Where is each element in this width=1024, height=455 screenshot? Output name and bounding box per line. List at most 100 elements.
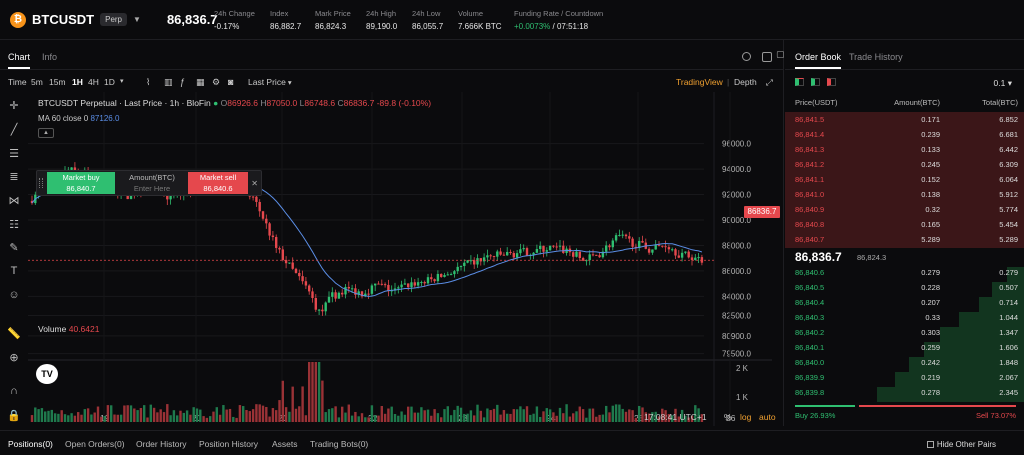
channel-icon[interactable]: ≣	[9, 170, 19, 183]
window-icon[interactable]	[762, 52, 772, 62]
ask-row[interactable]: 86,841.1 0.152 6.064	[785, 174, 1024, 186]
checkbox-icon[interactable]	[926, 441, 934, 448]
tab-assets[interactable]: Assets	[272, 439, 298, 449]
percent-scale-toggle[interactable]: %	[724, 412, 732, 422]
horizontal-lines-icon[interactable]: ☰	[9, 147, 19, 160]
depth-toggle[interactable]: Depth	[734, 77, 757, 87]
candle-type-icon[interactable]: ▥	[164, 77, 173, 87]
interval-15m[interactable]: 15m	[49, 77, 66, 87]
time-label[interactable]: Time	[8, 77, 27, 87]
interval-4h[interactable]: 4H	[88, 77, 99, 87]
tab-order-book[interactable]: Order Book	[795, 52, 842, 69]
precision-select[interactable]: 0.1 ▾	[993, 78, 1012, 88]
zoom-in-icon[interactable]: ⊕	[9, 351, 19, 364]
tab-chart[interactable]: Chart	[8, 52, 31, 69]
bid-row[interactable]: 86,840.4 0.207 0.714	[785, 297, 1024, 312]
volume-bar	[185, 410, 189, 422]
hide-other-pairs-checkbox[interactable]: Hide Other Pairs	[926, 440, 996, 449]
log-scale-toggle[interactable]: log	[740, 412, 752, 422]
ask-row[interactable]: 86,841.4 0.239 6.681	[785, 129, 1024, 141]
interval-5m[interactable]: 5m	[31, 77, 43, 87]
ask-row[interactable]: 86,841.2 0.245 6.309	[785, 159, 1024, 171]
legend-collapse-button[interactable]: ▲	[38, 128, 54, 138]
tab-trading-bots[interactable]: Trading Bots(0)	[310, 439, 369, 449]
bid-row[interactable]: 86,840.5 0.228 0.507	[785, 282, 1024, 297]
ask-row[interactable]: 86,841.5 0.171 6.852	[785, 114, 1024, 126]
bid-row[interactable]: 86,840.3 0.33 1.044	[785, 312, 1024, 327]
indicators-fx-icon[interactable]: ƒ	[180, 77, 186, 87]
trendline-icon[interactable]: ╱	[10, 123, 18, 136]
fib-icon[interactable]: ☷	[9, 218, 19, 231]
close-panel-icon[interactable]: ▢	[776, 49, 785, 59]
row-amount: 0.138	[921, 190, 940, 199]
ruler-icon[interactable]: 📏	[7, 327, 21, 340]
bid-row[interactable]: 86,840.6 0.279 0.279	[785, 267, 1024, 282]
market-buy-button[interactable]: Market buy 86,840.7	[47, 172, 115, 194]
ma-legend[interactable]: MA 60 close 0 87126.0	[38, 114, 120, 123]
layout-icon[interactable]: ▦	[196, 77, 205, 87]
interval-1d[interactable]: 1D	[104, 77, 115, 87]
crosshair-icon[interactable]: ✛	[9, 99, 19, 112]
tab-open-orders[interactable]: Open Orders(0)	[65, 439, 125, 449]
chevron-down-icon[interactable]: ▼	[133, 15, 141, 24]
settings-icon[interactable]: ⚙	[212, 77, 221, 87]
candle-body	[433, 279, 436, 282]
tab-position-history[interactable]: Position History	[199, 439, 259, 449]
amount-input[interactable]: Amount(BTC) Enter Here	[129, 173, 175, 193]
quick-trade-widget: Market buy 86,840.7 Amount(BTC) Enter He…	[36, 170, 262, 196]
volume-bar	[126, 405, 129, 422]
interval-dropdown-icon[interactable]: ▾	[120, 78, 124, 85]
ask-row[interactable]: 86,840.8 0.165 5.454	[785, 219, 1024, 231]
row-amount: 0.219	[921, 373, 940, 382]
bid-row[interactable]: 86,840.0 0.242 1.848	[785, 357, 1024, 372]
ask-row[interactable]: 86,841.0 0.138 5.912	[785, 189, 1024, 201]
brush-icon[interactable]: ✎	[9, 241, 19, 254]
both-sides-view-icon[interactable]	[795, 78, 804, 86]
candle-body	[492, 255, 496, 257]
bid-row[interactable]: 86,840.1 0.259 1.606	[785, 342, 1024, 357]
alert-bell-icon[interactable]	[742, 52, 751, 61]
bid-row[interactable]: 86,839.9 0.219 2.067	[785, 372, 1024, 387]
candle-body	[515, 253, 519, 258]
row-total: 1.044	[999, 313, 1018, 322]
lock-icon[interactable]: 🔒	[7, 409, 21, 422]
emoji-icon[interactable]: ☺	[8, 289, 20, 301]
close-icon[interactable]: ✕	[251, 179, 258, 188]
volume-bar	[314, 362, 317, 422]
asks-view-icon[interactable]	[827, 78, 836, 86]
drag-handle-icon[interactable]	[39, 178, 43, 188]
row-price: 86,841.5	[795, 115, 825, 124]
volume-bar	[225, 409, 228, 422]
volume-bar	[482, 417, 486, 422]
ask-row[interactable]: 86,841.3 0.133 6.442	[785, 144, 1024, 156]
pattern-icon[interactable]: ⋈	[8, 194, 20, 207]
volume-bar	[387, 408, 390, 422]
expand-icon[interactable]: ⤢	[766, 77, 773, 87]
text-tool-icon[interactable]: T	[10, 265, 18, 277]
camera-icon[interactable]: ◙	[228, 77, 234, 87]
price-type-select[interactable]: Last Price ▾	[248, 77, 292, 87]
tab-info[interactable]: Info	[42, 52, 58, 62]
magnet-icon[interactable]: ∩	[10, 385, 18, 397]
volume-bar	[644, 412, 647, 422]
ask-row[interactable]: 86,840.7 5.289 5.289	[785, 234, 1024, 246]
market-sell-button[interactable]: Market sell 86,840.6	[188, 172, 248, 194]
symbol-name[interactable]: BTCUSDT	[32, 12, 95, 27]
depth-bar	[1006, 267, 1024, 282]
auto-scale-toggle[interactable]: auto	[759, 412, 776, 422]
bid-row[interactable]: 86,839.8 0.278 2.345	[785, 387, 1024, 402]
volume-bar	[327, 409, 331, 422]
candle-body	[350, 288, 354, 290]
tradingview-toggle[interactable]: TradingView	[676, 77, 723, 87]
tab-trade-history[interactable]: Trade History	[849, 52, 903, 62]
tab-positions[interactable]: Positions(0)	[8, 439, 53, 449]
volume-bar	[205, 417, 209, 422]
bids-view-icon[interactable]	[811, 78, 820, 86]
indicator-icon[interactable]: ⌇	[146, 77, 151, 87]
price-chart[interactable]: 96000.0 94000.0 92000.0 90000.0 88000.0 86000…	[28, 92, 772, 426]
row-amount: 5.289	[921, 235, 940, 244]
bid-row[interactable]: 86,840.2 0.303 1.347	[785, 327, 1024, 342]
ask-row[interactable]: 86,840.9 0.32 5.774	[785, 204, 1024, 216]
interval-1h[interactable]: 1H	[72, 77, 83, 87]
tab-order-history[interactable]: Order History	[136, 439, 187, 449]
